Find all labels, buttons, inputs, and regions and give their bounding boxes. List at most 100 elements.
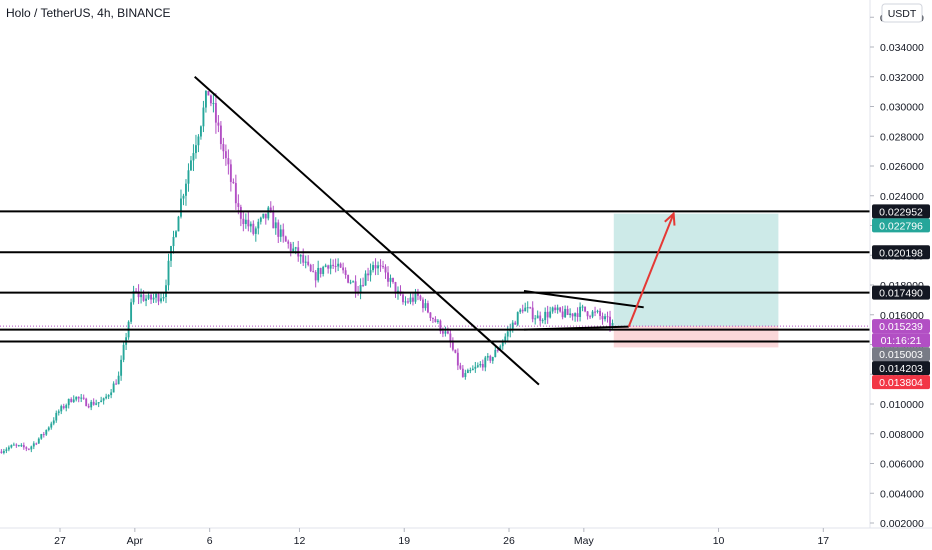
candle-body: [175, 231, 177, 237]
candle-body: [137, 291, 140, 298]
price-badge-label: 0.022952: [879, 206, 923, 218]
candle-body: [481, 363, 484, 368]
candle-body: [446, 331, 449, 334]
candle-body: [574, 313, 577, 317]
candle-body: [431, 317, 434, 320]
candle-body: [40, 434, 43, 439]
candle-body: [12, 444, 15, 446]
candle-body: [516, 312, 519, 325]
candle-body: [212, 103, 215, 105]
trendline[interactable]: [523, 289, 644, 309]
candle-body: [80, 397, 83, 399]
candle-body: [392, 277, 394, 283]
candle-body: [204, 91, 207, 108]
candle-body: [267, 207, 270, 219]
candle-body: [404, 301, 407, 303]
candle-body: [0, 451, 3, 453]
candle-body: [102, 398, 105, 401]
price-badge-label: 0.020198: [879, 247, 923, 259]
candle-body: [479, 363, 482, 366]
candle-body: [87, 406, 90, 408]
candle-body: [524, 307, 527, 312]
candle-body: [444, 331, 447, 334]
candle-body: [429, 312, 432, 318]
candle-body: [314, 272, 317, 281]
candle-body: [369, 270, 372, 276]
candle-body: [379, 265, 382, 267]
candle-body: [224, 151, 227, 159]
candle-body: [45, 429, 48, 435]
price-tick-label: 0.028000: [880, 131, 924, 143]
candle-body: [197, 136, 200, 146]
candle-body: [352, 281, 355, 283]
candle-body: [611, 322, 614, 327]
candle-body: [556, 307, 559, 311]
candle-body: [534, 318, 537, 320]
candle-body: [17, 445, 20, 447]
candle-body: [97, 402, 100, 404]
candle-body: [337, 263, 340, 267]
price-badge-background: [872, 245, 930, 260]
candle-body: [402, 294, 404, 303]
time-tick-label: 17: [817, 535, 829, 547]
candle-body: [130, 302, 133, 322]
candle-body: [384, 266, 387, 273]
time-tick-label: 10: [713, 535, 725, 547]
candle-body: [92, 401, 95, 405]
candle-body: [120, 359, 123, 376]
price-axis[interactable]: 0.002000 0.004000 0.006000 0.008000 0.010000…: [870, 12, 924, 530]
trendline[interactable]: [194, 76, 540, 386]
price-badge: 0.020198: [872, 245, 930, 260]
candle-body: [476, 365, 479, 367]
candle-body: [145, 298, 148, 301]
candle-body: [95, 403, 98, 405]
candle-body: [511, 322, 514, 329]
price-badge: 0.022952: [872, 204, 930, 219]
candle-body: [2, 450, 5, 453]
candle-body: [349, 282, 352, 284]
candle-body: [571, 313, 574, 317]
time-axis[interactable]: 27 Apr 6 12 19 26 May 10 17: [54, 528, 829, 547]
price-badges: 0.022952 0.022796 0.020198 0.017490 0.015239…: [872, 204, 930, 390]
candle-body: [77, 396, 80, 399]
trendline[interactable]: [523, 325, 629, 331]
candle-body: [459, 365, 462, 369]
candle-body: [309, 264, 312, 272]
currency-button[interactable]: USDT: [881, 3, 923, 23]
price-badge: 0.014203: [872, 361, 930, 376]
arrow-shaft: [627, 213, 675, 328]
candle-body: [122, 344, 125, 360]
candle-body: [117, 375, 120, 385]
candle-body: [55, 412, 58, 421]
candle-body: [272, 211, 275, 229]
candle-body: [372, 265, 374, 271]
candle-body: [536, 315, 539, 319]
candle-body: [289, 243, 292, 252]
position-zones: [613, 213, 779, 348]
candle-body: [319, 267, 322, 274]
candle-body: [287, 241, 290, 244]
candle-body: [531, 307, 534, 320]
candle-body: [264, 213, 267, 219]
candle-body: [471, 368, 474, 371]
candles-group: [0, 90, 614, 455]
candle-body: [414, 292, 417, 302]
candle-body: [486, 356, 489, 358]
candle-body: [579, 306, 582, 317]
candle-body: [362, 284, 365, 286]
candle-body: [70, 398, 73, 402]
price-tick-label: 0.034000: [880, 42, 924, 54]
candle-body: [561, 311, 564, 318]
price-badge-background: [872, 285, 930, 300]
price-tick-label: 0.032000: [880, 72, 924, 84]
candle-body: [584, 306, 587, 312]
candle-body: [135, 291, 138, 293]
target-zone: [613, 213, 779, 327]
candle-body: [596, 310, 599, 312]
time-tick-label: 6: [207, 535, 213, 547]
candle-body: [546, 311, 549, 318]
candle-body: [454, 349, 457, 353]
candle-body: [5, 449, 8, 451]
candle-body: [217, 122, 220, 126]
